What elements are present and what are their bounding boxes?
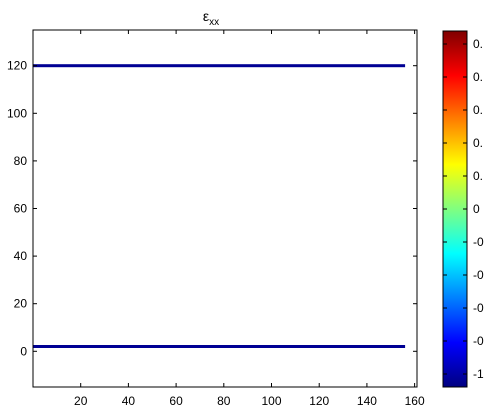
- plot-area: [33, 30, 417, 387]
- heatmap-cells: [33, 64, 406, 348]
